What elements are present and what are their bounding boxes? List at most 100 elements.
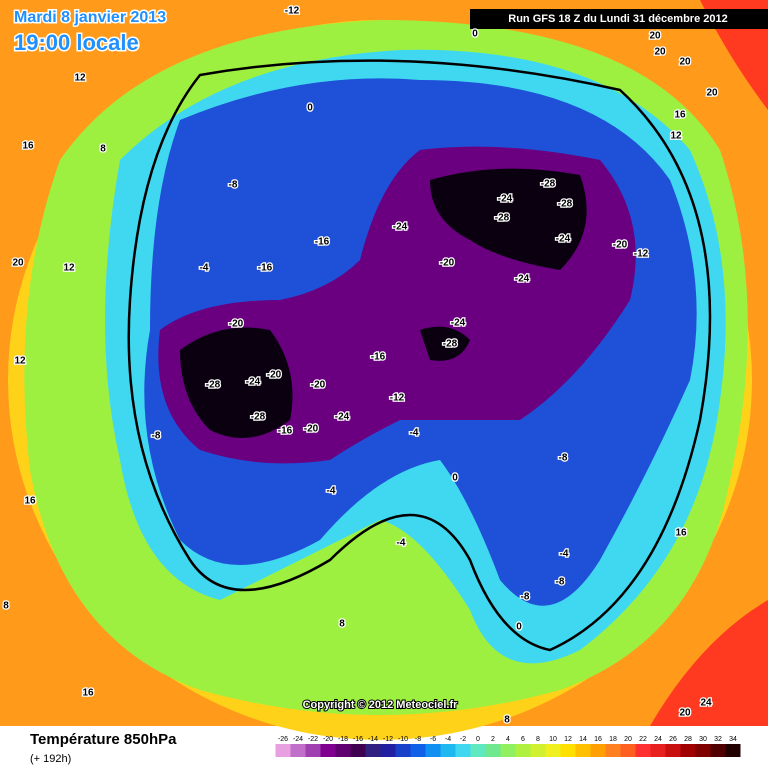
colorbar-swatch xyxy=(515,744,531,757)
contour-label: 8 xyxy=(3,601,9,612)
colorbar-swatch xyxy=(530,744,546,757)
colorbar-tick-label: 0 xyxy=(476,736,480,743)
contour-label: 20 xyxy=(654,47,666,58)
contour-label: -16 xyxy=(258,263,273,274)
colorbar-swatch xyxy=(380,744,396,757)
colorbar-swatch xyxy=(545,744,561,757)
contour-label: 20 xyxy=(649,31,661,42)
colorbar-tick-label: 34 xyxy=(729,736,737,743)
contour-label: 16 xyxy=(675,528,687,539)
contour-label: 16 xyxy=(82,688,94,699)
contour-label: -8 xyxy=(152,431,161,442)
contour-label: -28 xyxy=(251,412,266,423)
contour-label: 16 xyxy=(674,110,686,121)
zero-isotherm xyxy=(127,59,712,652)
colorbar-swatch xyxy=(485,744,501,757)
colorbar-tick-label: 24 xyxy=(654,736,662,743)
contour-label: -4 xyxy=(327,486,336,497)
contour-label: -16 xyxy=(315,237,330,248)
contour-label: -4 xyxy=(200,263,209,274)
colorbar-tick-label: 6 xyxy=(521,736,525,743)
contour-label: 12 xyxy=(670,131,682,142)
contour-label: 12 xyxy=(14,356,26,367)
run-box xyxy=(470,9,768,29)
colorbar-tick-label: -26 xyxy=(278,736,288,743)
footer-lead: (+ 192h) xyxy=(30,753,71,765)
colorbar-swatch xyxy=(290,744,306,757)
contour-label: 0 xyxy=(307,103,313,114)
colorbar-tick-label: -20 xyxy=(323,736,333,743)
contour-label: -12 xyxy=(634,249,649,260)
colorbar-tick-label: -18 xyxy=(338,736,348,743)
colorbar-tick-label: 14 xyxy=(579,736,587,743)
contour-label: 8 xyxy=(504,715,510,726)
contour-label: 20 xyxy=(12,258,24,269)
colorbar-tick-label: -22 xyxy=(308,736,318,743)
colorbar-swatch xyxy=(725,744,741,757)
contour-label: 20 xyxy=(706,88,718,99)
colorbar-tick-label: 10 xyxy=(549,736,557,743)
colorbar-swatch xyxy=(410,744,426,757)
colorbar-swatch xyxy=(425,744,441,757)
contour-label: -28 xyxy=(558,199,573,210)
colorbar-tick-label: 30 xyxy=(699,736,707,743)
contour-label: -20 xyxy=(267,370,282,381)
colorbar-swatch xyxy=(305,744,321,757)
contour-label: -24 xyxy=(451,318,466,329)
contour-label: -28 xyxy=(206,380,221,391)
time-label: 19:00 locale xyxy=(14,30,139,55)
contour-label: -20 xyxy=(440,258,455,269)
colorbar-swatch xyxy=(680,744,696,757)
colorbar-tick-label: 2 xyxy=(491,736,495,743)
contour-label: -24 xyxy=(556,234,571,245)
zone-black xyxy=(180,168,587,439)
contour-label: -12 xyxy=(285,6,300,17)
colorbar-swatch xyxy=(440,744,456,757)
contour-label: -8 xyxy=(556,577,565,588)
contour-label: -4 xyxy=(410,428,419,439)
colorbar-tick-label: -2 xyxy=(460,736,466,743)
contour-label: -20 xyxy=(613,240,628,251)
warm-area xyxy=(650,0,768,726)
contour-label: -20 xyxy=(304,424,319,435)
contour-label: -20 xyxy=(229,319,244,330)
contour-label: -8 xyxy=(521,592,530,603)
colorbar-tick-label: -8 xyxy=(415,736,421,743)
contour-label: -16 xyxy=(278,426,293,437)
colorbar-tick-label: -4 xyxy=(445,736,451,743)
colorbar-tick-label: 32 xyxy=(714,736,722,743)
contour-label: -8 xyxy=(229,180,238,191)
colorbar-swatch xyxy=(605,744,621,757)
colorbar-swatch xyxy=(395,744,411,757)
colorbar-swatch xyxy=(470,744,486,757)
colorbar-tick-label: -6 xyxy=(430,736,436,743)
contour-label: 8 xyxy=(100,144,106,155)
colorbar-tick-label: -10 xyxy=(398,736,408,743)
colorbar-tick-label: 18 xyxy=(609,736,617,743)
colorbar-tick-label: -24 xyxy=(293,736,303,743)
copyright: Copyright © 2012 Meteociel.fr xyxy=(303,699,459,711)
contour-label: -8 xyxy=(559,453,568,464)
colorbar-tick-label: 20 xyxy=(624,736,632,743)
contour-label: 20 xyxy=(679,708,691,719)
contour-label: -24 xyxy=(335,412,350,423)
contour-label: -12 xyxy=(390,393,405,404)
colorbar-swatch xyxy=(710,744,726,757)
contour-label: -24 xyxy=(246,377,261,388)
contour-label: -4 xyxy=(397,538,406,549)
date-label: Mardi 8 janvier 2013 xyxy=(14,9,166,26)
contour-label: -24 xyxy=(393,222,408,233)
contour-label: 16 xyxy=(24,496,36,507)
footer-title: Température 850hPa xyxy=(30,731,177,748)
colorbar-tick-label: 16 xyxy=(594,736,602,743)
colorbar-tick-label: 28 xyxy=(684,736,692,743)
contour-label: -28 xyxy=(443,339,458,350)
colorbar-tick-label: 4 xyxy=(506,736,510,743)
colorbar-swatch xyxy=(275,744,291,757)
contour-label: -24 xyxy=(515,274,530,285)
colorbar-tick-label: 26 xyxy=(669,736,677,743)
colorbar-swatch xyxy=(455,744,471,757)
colorbar: -26 -24 -22 -20 -18 -16 -14 -12 -10 -8 -6 -4 -2 0 2 4 6 8… xyxy=(275,736,741,757)
